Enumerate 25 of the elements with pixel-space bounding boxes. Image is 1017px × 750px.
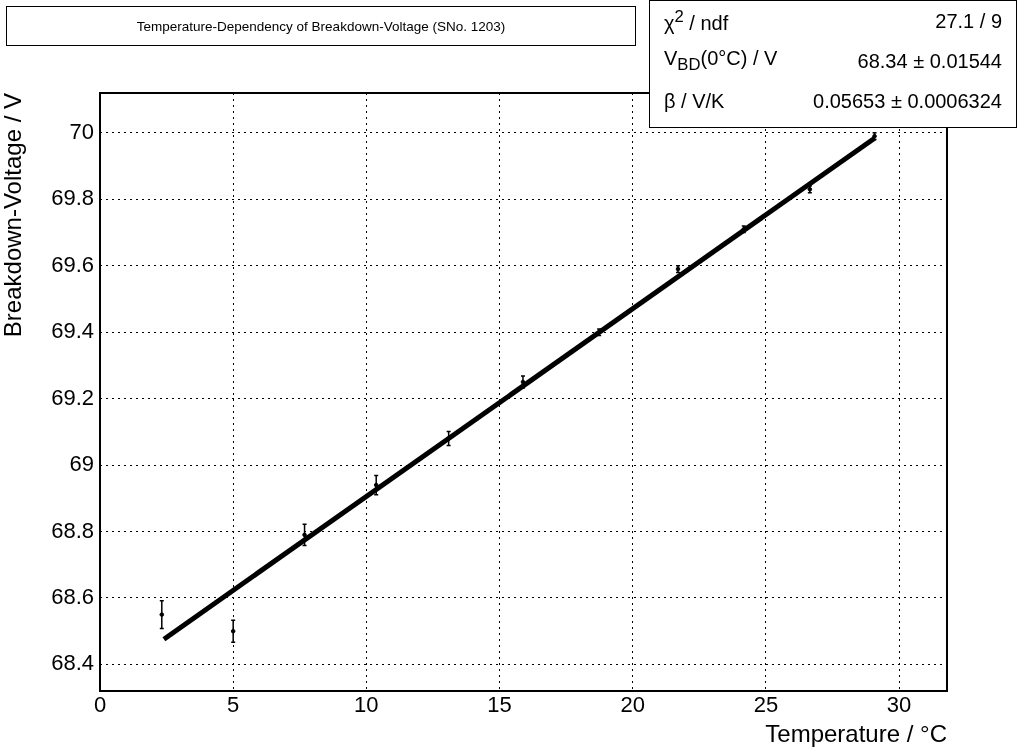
- text: χ$^{2}$ / ndf: [664, 7, 729, 35]
- y-tick-label: 68.4: [51, 650, 94, 676]
- y-tick-label: 69.8: [51, 185, 94, 211]
- y-tick-label: 69: [69, 451, 94, 477]
- y-tick-label: 69.2: [51, 384, 94, 410]
- y-tick-label: 70: [69, 118, 94, 144]
- text: 27.1 / 9: [935, 9, 1002, 33]
- x-tick-label: 20: [620, 692, 645, 718]
- y-tick-label: 69.6: [51, 251, 94, 277]
- y-tick-label: 68.8: [51, 517, 94, 543]
- x-tick-label: 0: [93, 692, 107, 718]
- annotation: β / V/K: [664, 89, 725, 113]
- text: 68.34 ± 0.01544: [857, 49, 1002, 73]
- y-tick-label: 69.4: [51, 318, 94, 344]
- text: V$_{BD}$(0°C) / V: [664, 47, 778, 75]
- annotation: 0.05653 ± 0.0006324: [813, 89, 1002, 113]
- y-axis-title: Breakdown-Voltage / V: [0, 93, 27, 338]
- y-tick-label: 68.6: [51, 584, 94, 610]
- x-axis-title: Temperature / °C: [765, 720, 947, 748]
- x-tick-label: 15: [487, 692, 512, 718]
- chart-title: Temperature-Dependency of Breakdown-Voltage (SNo. 1203): [6, 6, 636, 46]
- x-tick-label: 25: [753, 692, 779, 718]
- x-tick-label: 30: [886, 692, 912, 718]
- x-tick-label: 10: [354, 692, 379, 718]
- x-tick-label: 5: [227, 692, 240, 718]
